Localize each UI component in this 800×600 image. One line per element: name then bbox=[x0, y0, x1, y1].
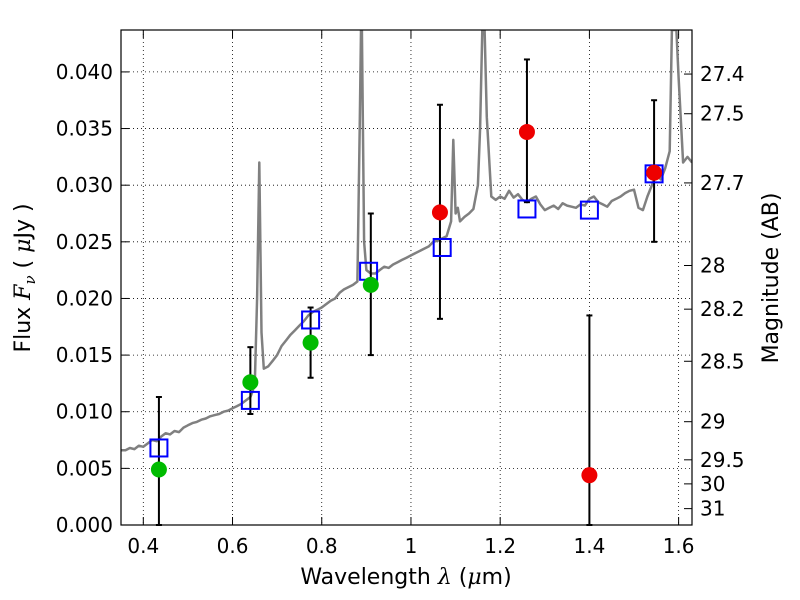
y-axis-label: Flux Fν ( μJy ) bbox=[11, 203, 39, 352]
y-tick-label: 0.040 bbox=[56, 60, 113, 84]
model-square-marker bbox=[579, 200, 599, 220]
mag-tick-label: 27.5 bbox=[700, 102, 745, 126]
model-square-marker bbox=[240, 390, 260, 410]
x-axis-lambda: λ bbox=[437, 565, 452, 590]
x-tick-label: 1.6 bbox=[663, 534, 695, 558]
green-detection-marker bbox=[362, 276, 379, 293]
y-axis-paren-open: ( bbox=[11, 253, 36, 276]
mag-tick-label: 28 bbox=[700, 254, 725, 278]
y-tick-label: 0.025 bbox=[56, 230, 113, 254]
mag-tick-label: 29 bbox=[700, 410, 725, 434]
model-square-marker bbox=[517, 199, 537, 219]
model-square-marker bbox=[432, 237, 452, 257]
red-point-marker bbox=[646, 164, 663, 181]
red-point-marker bbox=[431, 204, 448, 221]
x-tick-label: 1.4 bbox=[573, 534, 605, 558]
y-axis-label-text: Flux bbox=[11, 300, 36, 353]
plot-frame bbox=[120, 29, 693, 526]
y-axis-unit: Jy ) bbox=[11, 203, 36, 240]
x-tick-label: 0.8 bbox=[306, 534, 338, 558]
x-axis-unit: ( bbox=[452, 565, 468, 590]
red-point-marker bbox=[518, 123, 535, 140]
y-tick-label: 0.035 bbox=[56, 117, 113, 141]
spectrum-line bbox=[121, 30, 692, 452]
model-square-marker bbox=[301, 310, 321, 330]
x-axis-unit-m: m) bbox=[482, 565, 512, 590]
x-tick-label: 0.6 bbox=[217, 534, 249, 558]
model-square-marker bbox=[149, 438, 169, 458]
y-axis-mu: μ bbox=[11, 239, 36, 253]
green-detection-marker bbox=[242, 374, 259, 391]
grid-lines bbox=[121, 30, 692, 526]
y-tick-label: 0.005 bbox=[56, 456, 113, 480]
y-tick-label: 0.020 bbox=[56, 286, 113, 310]
y-axis-nu: ν bbox=[21, 275, 39, 284]
x-axis-label: Wavelength λ (μm) bbox=[300, 565, 511, 590]
mag-tick-label: 30 bbox=[700, 472, 725, 496]
mag-tick-label: 27.4 bbox=[700, 62, 745, 86]
x-tick-label: 0.4 bbox=[127, 534, 159, 558]
y-axis-F: F bbox=[11, 284, 36, 301]
marker-layer bbox=[149, 123, 664, 484]
x-tick-label: 1.2 bbox=[484, 534, 516, 558]
y-tick-label: 0.030 bbox=[56, 173, 113, 197]
mag-tick-label: 31 bbox=[700, 497, 725, 521]
green-detection-marker bbox=[150, 461, 167, 478]
mag-tick-label: 27.7 bbox=[700, 171, 745, 195]
y2-axis-label: Magnitude (AB) bbox=[759, 193, 784, 364]
x-tick-label: 1 bbox=[405, 534, 418, 558]
mag-tick-label: 29.5 bbox=[700, 448, 745, 472]
x-axis-mu: μ bbox=[467, 565, 481, 590]
green-detection-marker bbox=[302, 334, 319, 351]
spectrum-layer bbox=[121, 30, 692, 452]
mag-tick-label: 28.2 bbox=[700, 297, 745, 321]
errorbar-layer bbox=[155, 58, 658, 526]
y-tick-label: 0.000 bbox=[56, 513, 113, 537]
x-axis-label-text: Wavelength bbox=[300, 565, 438, 590]
tick-layer: 0.4 0.6 0.8 1 1.2 1.4 1.6 0.000 0.005 0.010 0.015 0… bbox=[56, 30, 745, 558]
y-tick-label: 0.010 bbox=[56, 400, 113, 424]
mag-tick-label: 28.5 bbox=[700, 349, 745, 373]
y-tick-label: 0.015 bbox=[56, 343, 113, 367]
red-point-marker bbox=[581, 467, 598, 484]
